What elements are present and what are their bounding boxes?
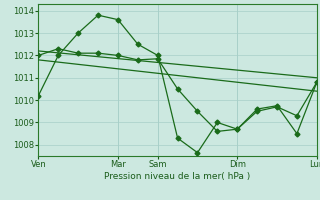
X-axis label: Pression niveau de la mer( hPa ): Pression niveau de la mer( hPa ) bbox=[104, 172, 251, 181]
